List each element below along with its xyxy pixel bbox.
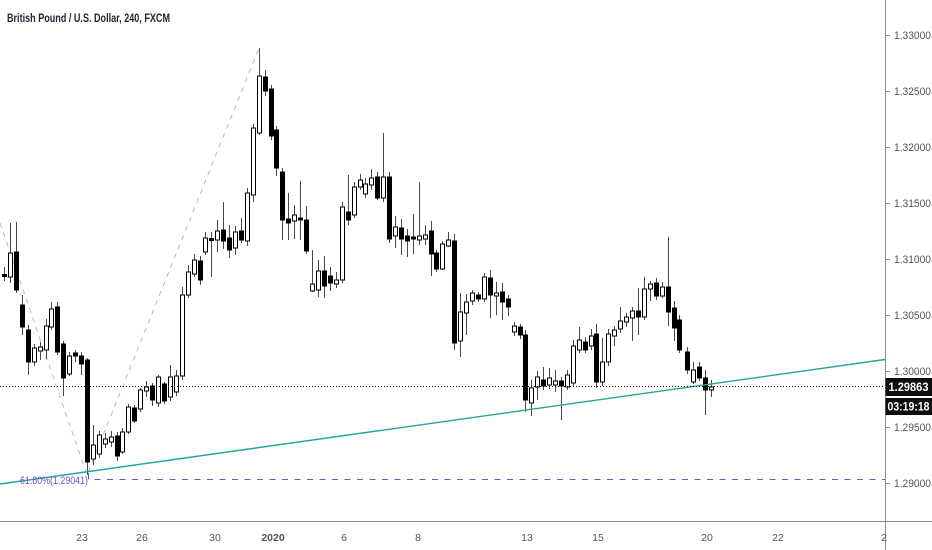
svg-text:23: 23 xyxy=(76,532,88,544)
svg-text:2020: 2020 xyxy=(261,532,285,544)
svg-text:1.30000: 1.30000 xyxy=(894,366,931,378)
svg-text:20: 20 xyxy=(701,532,713,544)
svg-text:1.31500: 1.31500 xyxy=(894,198,931,210)
svg-text:26: 26 xyxy=(136,532,148,544)
svg-text:8: 8 xyxy=(415,532,421,544)
svg-text:1.29000: 1.29000 xyxy=(894,478,931,490)
svg-text:15: 15 xyxy=(592,532,604,544)
svg-text:61.80%(1.29041): 61.80%(1.29041) xyxy=(20,475,88,487)
svg-text:03:19:18: 03:19:18 xyxy=(888,402,931,414)
svg-text:30: 30 xyxy=(209,532,221,544)
svg-text:13: 13 xyxy=(521,532,533,544)
svg-text:1.32500: 1.32500 xyxy=(894,86,931,98)
svg-text:1.30500: 1.30500 xyxy=(894,310,931,322)
svg-text:22: 22 xyxy=(772,532,784,544)
svg-text:1.29500: 1.29500 xyxy=(894,422,931,434)
svg-text:1.29863: 1.29863 xyxy=(889,382,929,394)
svg-text:1.31000: 1.31000 xyxy=(894,254,931,266)
svg-text:1.32000: 1.32000 xyxy=(894,142,931,154)
svg-text:6: 6 xyxy=(341,532,347,544)
svg-text:2: 2 xyxy=(881,532,887,544)
svg-text:1.33000: 1.33000 xyxy=(894,30,931,42)
svg-text:British Pound / U.S. Dollar, 2: British Pound / U.S. Dollar, 240, FXCM xyxy=(7,11,170,25)
